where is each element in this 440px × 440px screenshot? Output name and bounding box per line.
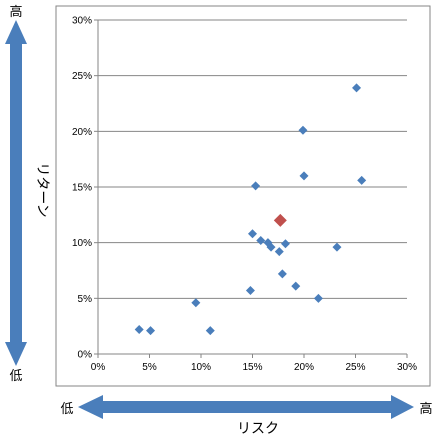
data-point <box>313 293 323 303</box>
data-point <box>251 181 261 191</box>
return-arrow <box>5 20 27 366</box>
data-point <box>357 175 367 185</box>
risk-arrow-head-left <box>78 395 103 419</box>
data-point <box>298 125 308 135</box>
return-arrow-head-down <box>5 342 27 366</box>
x-axis-title: リスク <box>237 421 279 437</box>
axes <box>94 19 408 358</box>
return-arrow-shaft <box>10 44 22 342</box>
data-point <box>332 242 342 252</box>
highlighted-data-point <box>273 213 287 227</box>
x-axis-low-label: 低 <box>60 402 73 417</box>
data-point <box>266 242 276 252</box>
y-tick-label: 25% <box>72 71 92 82</box>
data-point <box>248 229 257 239</box>
x-tick-label: 10% <box>191 362 211 373</box>
data-points <box>134 83 367 336</box>
y-tick-label: 10% <box>72 238 92 249</box>
y-tick-labels: 0% 5% 10% 15% 20% 25% 30% <box>72 16 92 361</box>
data-point <box>274 247 284 257</box>
y-tick-label: 0% <box>78 350 93 361</box>
data-point <box>291 281 301 291</box>
x-tick-label: 0% <box>91 362 106 373</box>
chart-area-border <box>55 5 431 387</box>
x-tick-label: 30% <box>397 362 417 373</box>
data-point <box>134 325 144 335</box>
x-tick-label: 5% <box>142 362 157 373</box>
x-tick-labels: 0% 5% 10% 15% 20% 25% 30% <box>91 362 417 373</box>
x-axis-high-label: 高 <box>419 401 432 417</box>
data-point <box>146 326 156 336</box>
y-axis-low-label: 低 <box>9 369 22 384</box>
y-tick-label: 5% <box>78 294 93 305</box>
data-point <box>205 326 215 336</box>
data-point <box>280 239 290 249</box>
y-axis-high-label: 高 <box>9 4 22 20</box>
y-axis-label-backdrop <box>28 140 54 240</box>
return-arrow-head-up <box>5 20 27 44</box>
x-tick-label: 15% <box>242 362 262 373</box>
data-point <box>191 298 201 308</box>
data-point <box>256 235 266 245</box>
data-point <box>277 269 287 279</box>
risk-arrow <box>78 395 414 419</box>
data-point <box>245 286 255 296</box>
x-tick-label: 20% <box>294 362 314 373</box>
risk-arrow-shaft <box>103 401 391 413</box>
data-point <box>299 171 309 181</box>
risk-arrow-head-right <box>391 395 414 419</box>
x-tick-label: 25% <box>345 362 365 373</box>
y-axis-title: リターン <box>34 162 50 217</box>
y-tick-label: 15% <box>72 183 92 194</box>
y-tick-label: 20% <box>72 127 92 138</box>
y-tick-label: 30% <box>72 16 92 27</box>
data-point <box>352 83 362 93</box>
